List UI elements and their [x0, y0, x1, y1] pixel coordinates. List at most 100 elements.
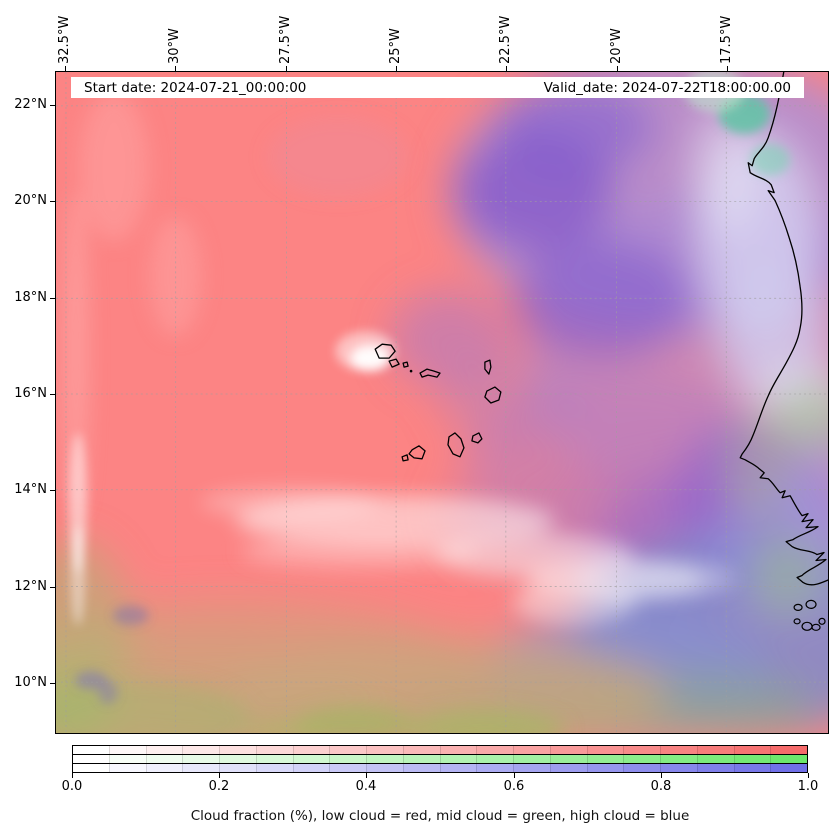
- colorbar-cell: [733, 746, 771, 754]
- colorbar-cell: [329, 764, 366, 772]
- colorbar-cell: [402, 764, 440, 772]
- colorbar-cell: [549, 755, 587, 763]
- colorbar-cell: [73, 764, 109, 772]
- colorbar-cell: [660, 755, 697, 763]
- colorbar-cell: [586, 755, 624, 763]
- colorbar-tick-mark: [219, 773, 221, 778]
- mid-cloud-band: [72, 754, 808, 764]
- low-cloud-band: [72, 745, 808, 755]
- y-tick-mark: [50, 298, 55, 300]
- colorbar-cell: [586, 746, 624, 754]
- title-bar: Start date: 2024-07-21_00:00:00 Valid_da…: [71, 77, 804, 98]
- y-tick-label: 14°N: [14, 482, 47, 497]
- y-tick-mark: [50, 587, 55, 589]
- colorbar-cell: [770, 764, 807, 772]
- colorbar-cell: [476, 764, 513, 772]
- colorbar-cell: [219, 755, 256, 763]
- colorbar-cell: [182, 764, 219, 772]
- x-tick-label: 32.5°W: [57, 15, 72, 64]
- colorbar-cell: [402, 755, 440, 763]
- y-tick-mark: [50, 201, 55, 203]
- colorbar-tick-label: 0.6: [503, 779, 525, 794]
- colorbar-cell: [145, 755, 183, 763]
- colorbar-cell: [145, 764, 183, 772]
- colorbar: [72, 745, 808, 773]
- colorbar-cell: [255, 764, 293, 772]
- coastline: [739, 72, 828, 586]
- colorbar-cell: [219, 746, 256, 754]
- colorbar-tick-mark: [661, 773, 663, 778]
- y-tick-label: 20°N: [14, 193, 47, 208]
- colorbar-tick-mark: [72, 773, 74, 778]
- colorbar-cell: [476, 755, 513, 763]
- colorbar-tick-label: 0.4: [355, 779, 377, 794]
- cloud-map-canvas: [56, 72, 828, 733]
- colorbar-cell: [513, 746, 550, 754]
- colorbar-cell: [366, 755, 403, 763]
- colorbar-cell: [623, 746, 660, 754]
- y-tick-label: 12°N: [14, 579, 47, 594]
- colorbar-cell: [182, 755, 219, 763]
- colorbar-cell: [696, 746, 734, 754]
- colorbar-cell: [255, 755, 293, 763]
- colorbar-cell: [108, 746, 146, 754]
- map-panel: Start date: 2024-07-21_00:00:00 Valid_da…: [55, 71, 829, 734]
- x-tick-label: 27.5°W: [278, 15, 293, 64]
- x-tick-mark: [175, 66, 177, 71]
- colorbar-tick-mark: [514, 773, 516, 778]
- x-tick-label: 30°W: [167, 28, 182, 64]
- start-date-label: Start date: 2024-07-21_00:00:00: [84, 79, 307, 96]
- colorbar-tick-mark: [366, 773, 368, 778]
- colorbar-cell: [696, 764, 734, 772]
- x-tick-mark: [65, 66, 67, 71]
- colorbar-cell: [108, 755, 146, 763]
- colorbar-cell: [660, 746, 697, 754]
- colorbar-tick-label: 0.2: [208, 779, 230, 794]
- x-tick-label: 25°W: [388, 28, 403, 64]
- y-tick-label: 22°N: [14, 97, 47, 112]
- colorbar-cell: [329, 755, 366, 763]
- colorbar-cell: [660, 764, 697, 772]
- colorbar-cell: [73, 755, 109, 763]
- y-tick-label: 18°N: [14, 290, 47, 305]
- cape-verde-islands: [374, 343, 502, 462]
- colorbar-cell: [292, 764, 330, 772]
- colorbar-cell: [219, 764, 256, 772]
- y-tick-label: 10°N: [14, 675, 47, 690]
- colorbar-cell: [476, 746, 513, 754]
- colorbar-cell: [623, 764, 660, 772]
- colorbar-cell: [292, 755, 330, 763]
- colorbar-cell: [108, 764, 146, 772]
- colorbar-cell: [402, 746, 440, 754]
- colorbar-cell: [255, 746, 293, 754]
- colorbar-cell: [770, 755, 807, 763]
- x-tick-mark: [396, 66, 398, 71]
- y-tick-mark: [50, 394, 55, 396]
- y-tick-mark: [50, 490, 55, 492]
- x-tick-mark: [286, 66, 288, 71]
- colorbar-tick-mark: [808, 773, 810, 778]
- colorbar-tick-label: 0.8: [650, 779, 672, 794]
- colorbar-cell: [696, 755, 734, 763]
- colorbar-cell: [439, 746, 477, 754]
- colorbar-cell: [770, 746, 807, 754]
- colorbar-cell: [145, 746, 183, 754]
- colorbar-cell: [439, 764, 477, 772]
- x-tick-mark: [506, 66, 508, 71]
- valid-date-label: Valid_date: 2024-07-22T18:00:00.00: [543, 79, 791, 96]
- x-tick-label: 20°W: [609, 28, 624, 64]
- x-tick-label: 22.5°W: [498, 15, 513, 64]
- colorbar-cell: [586, 764, 624, 772]
- colorbar-cell: [292, 746, 330, 754]
- cloud-field-layer-medium: [56, 91, 735, 733]
- colorbar-tick-label: 0.0: [61, 779, 83, 794]
- colorbar-cell: [549, 746, 587, 754]
- colorbar-cell: [733, 764, 771, 772]
- colorbar-cell: [439, 755, 477, 763]
- x-tick-mark: [617, 66, 619, 71]
- colorbar-cell: [329, 746, 366, 754]
- colorbar-cell: [513, 755, 550, 763]
- colorbar-cell: [513, 764, 550, 772]
- colorbar-cell: [623, 755, 660, 763]
